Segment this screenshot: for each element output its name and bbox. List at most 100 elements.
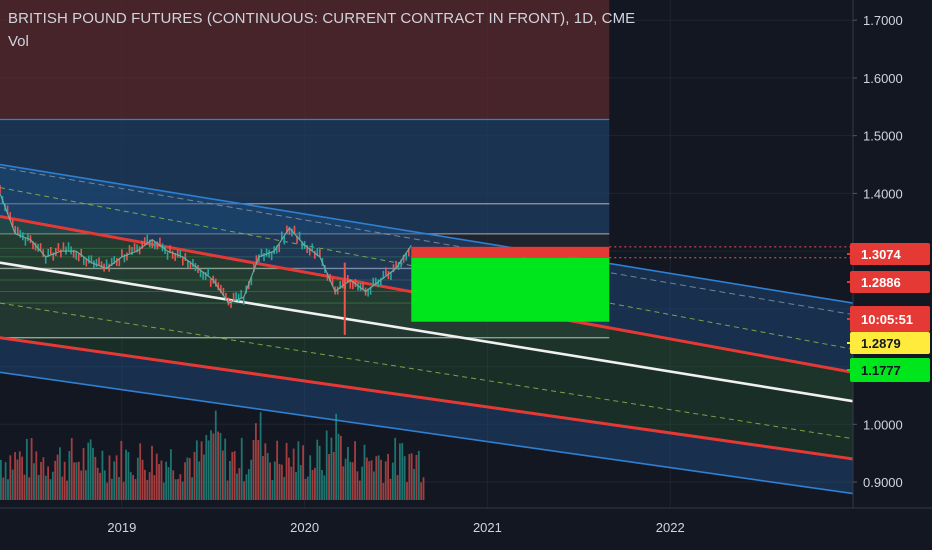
volume-bar <box>35 451 38 500</box>
volume-bar <box>21 456 24 500</box>
volume-bar <box>347 446 349 500</box>
volume-bar <box>304 478 307 500</box>
volume-bar <box>129 472 132 500</box>
volume-bar <box>18 451 21 500</box>
take-profit-box[interactable] <box>411 257 610 322</box>
y-tick-label: 1.4000 <box>863 186 903 201</box>
volume-bar <box>73 462 75 500</box>
trendline-outer-bottom-blue[interactable] <box>0 371 854 495</box>
volume-bar <box>316 439 319 500</box>
volume-bar <box>278 463 281 500</box>
volume-bar <box>394 437 397 500</box>
trendline-outer-top-blue[interactable] <box>0 163 854 304</box>
y-tick-label: 1.0000 <box>863 417 903 432</box>
volume-bar <box>290 466 293 500</box>
price-line <box>0 193 412 304</box>
volume-bar <box>288 457 290 500</box>
volume-bar <box>387 453 390 500</box>
volume-bar <box>375 456 378 500</box>
volume-bar <box>273 461 276 500</box>
volume-bar <box>125 449 127 500</box>
volume-bar <box>413 468 415 500</box>
volume-bar <box>61 476 64 500</box>
volume-bar <box>335 413 338 500</box>
volume-bar <box>158 463 160 500</box>
volume-bar <box>203 454 205 500</box>
volume-bar <box>365 457 368 500</box>
volume-bar <box>221 450 224 500</box>
volume-bar <box>4 462 7 500</box>
price-tag-label: 1.3074 <box>861 247 902 262</box>
volume-bar <box>40 462 42 500</box>
volume-bar <box>314 467 316 500</box>
volume-bar <box>80 470 83 500</box>
volume-bar <box>238 468 241 500</box>
volume-bar <box>363 444 366 500</box>
volume-bar <box>351 462 354 500</box>
volume-bar <box>25 438 28 500</box>
volume-bar <box>370 460 373 500</box>
volume-bar <box>132 475 135 500</box>
volume-bar <box>198 461 201 500</box>
volume-bar <box>224 438 227 500</box>
price-tag[interactable] <box>850 306 930 332</box>
volume-bar <box>403 456 406 500</box>
y-tick-label: 0.9000 <box>863 475 903 490</box>
volume-bar <box>162 482 165 500</box>
channel-dashed-line <box>0 166 854 316</box>
volume-bar <box>87 442 90 500</box>
volume-bar <box>115 455 118 500</box>
volume-bar <box>311 469 314 500</box>
x-tick-label: 2022 <box>656 520 685 535</box>
volume-bar <box>139 443 142 500</box>
volume-indicator-label[interactable]: Vol <box>8 33 29 50</box>
candles-layer <box>0 184 412 335</box>
volume-bar <box>181 481 184 500</box>
volume-bar <box>33 463 35 500</box>
volume-bar <box>323 475 326 500</box>
price-tag-label: 1.2879 <box>861 336 901 351</box>
volume-bar <box>134 479 137 500</box>
volume-bar <box>96 467 99 500</box>
volume-bar <box>188 458 191 500</box>
volume-bar <box>84 470 87 500</box>
position-layer <box>411 246 853 322</box>
price-tag[interactable] <box>850 332 930 354</box>
volume-bar <box>195 440 198 500</box>
trendline-channel-bottom-red[interactable] <box>0 336 854 461</box>
trendline-midline-white[interactable] <box>0 261 854 403</box>
volume-bar <box>252 440 255 500</box>
volume-bar <box>354 441 356 500</box>
volume-bar <box>136 457 139 500</box>
volume-bar <box>269 462 271 500</box>
volume-bar <box>113 461 116 500</box>
volume-bar <box>332 451 335 500</box>
volume-bar <box>68 450 71 500</box>
stop-loss-box[interactable] <box>411 246 610 258</box>
volume-bar <box>127 451 130 500</box>
volume-bar <box>54 460 57 500</box>
volume-bar <box>165 461 168 500</box>
price-tag[interactable] <box>850 271 930 293</box>
price-tag-label: 1.1777 <box>861 363 901 378</box>
volume-bar <box>231 452 234 500</box>
volume-bar <box>339 435 342 500</box>
volume-bar <box>70 438 73 500</box>
volume-bar <box>205 435 208 500</box>
volume-bar <box>82 448 85 500</box>
volume-bar <box>389 478 392 500</box>
price-tag[interactable] <box>850 243 930 265</box>
price-tag[interactable] <box>850 358 930 382</box>
volume-bar <box>108 455 111 500</box>
volume-bar <box>254 423 257 500</box>
volume-bar <box>210 430 212 500</box>
volume-bar <box>250 459 253 500</box>
volume-bar <box>212 433 215 500</box>
volume-bar <box>146 479 149 500</box>
volume-bar <box>257 440 260 500</box>
volume-bar <box>0 459 2 500</box>
volume-bar <box>271 480 274 500</box>
channel-fill-bottom <box>0 337 853 494</box>
